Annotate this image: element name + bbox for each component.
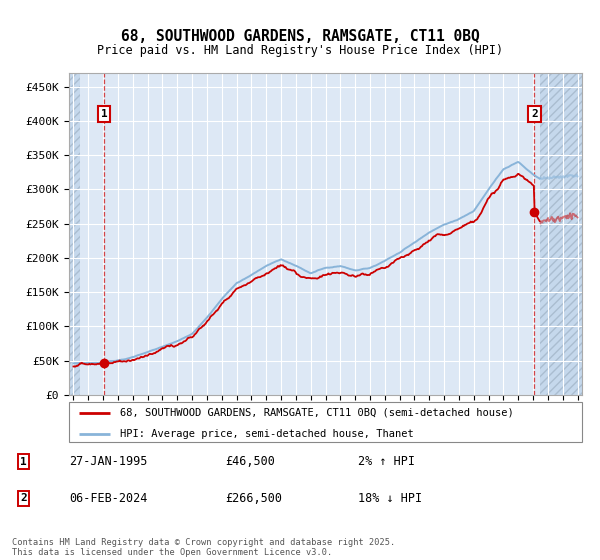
Text: £46,500: £46,500 (225, 455, 275, 468)
Text: £266,500: £266,500 (225, 492, 282, 505)
Bar (541, 73, 592, 395)
Text: 68, SOUTHWOOD GARDENS, RAMSGATE, CT11 0BQ: 68, SOUTHWOOD GARDENS, RAMSGATE, CT11 0B… (121, 29, 479, 44)
Text: 1: 1 (20, 456, 27, 466)
Text: HPI: Average price, semi-detached house, Thanet: HPI: Average price, semi-detached house,… (121, 428, 414, 438)
Text: 27-JAN-1995: 27-JAN-1995 (70, 455, 148, 468)
Text: 2: 2 (531, 109, 538, 119)
Text: Contains HM Land Registry data © Crown copyright and database right 2025.
This d: Contains HM Land Registry data © Crown c… (12, 538, 395, 557)
Text: 18% ↓ HPI: 18% ↓ HPI (358, 492, 422, 505)
Text: Price paid vs. HM Land Registry's House Price Index (HPI): Price paid vs. HM Land Registry's House … (97, 44, 503, 57)
Bar (66, 73, 80, 395)
Text: 68, SOUTHWOOD GARDENS, RAMSGATE, CT11 0BQ (semi-detached house): 68, SOUTHWOOD GARDENS, RAMSGATE, CT11 0B… (121, 408, 514, 418)
Text: 06-FEB-2024: 06-FEB-2024 (70, 492, 148, 505)
Text: 1: 1 (101, 109, 107, 119)
Text: 2: 2 (20, 493, 27, 503)
Text: 2% ↑ HPI: 2% ↑ HPI (358, 455, 415, 468)
